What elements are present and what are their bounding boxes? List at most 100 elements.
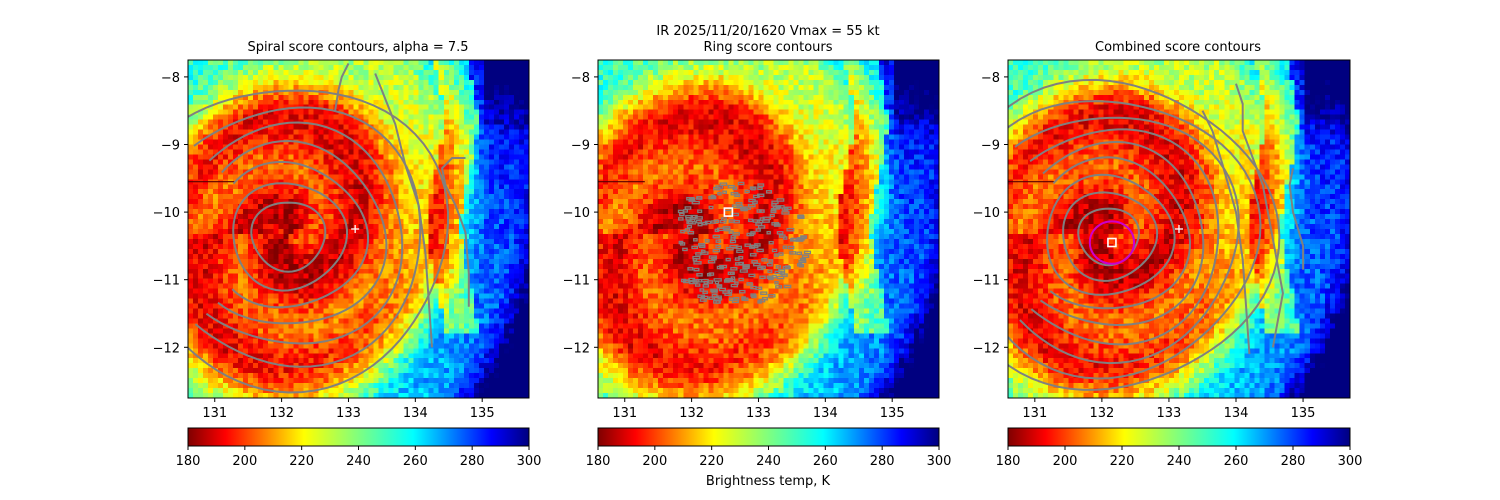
center-square-marker	[1107, 237, 1117, 248]
colorbar-tick-label: 280	[460, 454, 485, 469]
x-tick-label: 135	[470, 406, 495, 421]
y-tick-label: −8	[161, 71, 180, 86]
colorbar-tick-label: 200	[642, 454, 667, 469]
contour-line	[188, 89, 449, 394]
colorbar-tick-label: 260	[813, 454, 838, 469]
contour-band	[1288, 168, 1305, 270]
colorbar-tick-label: 240	[1167, 454, 1192, 469]
colorbar-tick-label: 200	[1053, 454, 1078, 469]
colorbar-tick-label: 220	[699, 454, 724, 469]
y-axis-combined: −8 −9 −10 −11 −12	[973, 71, 1008, 356]
colorbar-tick-label: 180	[176, 454, 201, 469]
contour-line	[1062, 191, 1159, 282]
x-tick-label: 134	[1224, 406, 1249, 421]
colorbar-tick-label: 260	[1224, 454, 1249, 469]
contour-line	[193, 106, 422, 368]
panel-combined: Combined score contours 131 132 133 134 135 …	[973, 40, 1363, 469]
contour-line	[250, 201, 327, 273]
center-plus-marker	[1175, 225, 1183, 233]
heatmap-plot-spiral	[188, 60, 529, 398]
contour-line	[1029, 128, 1220, 346]
x-tick-label: 131	[1022, 406, 1047, 421]
x-tick-label: 131	[202, 406, 227, 421]
contour-line	[231, 160, 369, 309]
y-axis-spiral: −8 −9 −10 −11 −12	[153, 71, 188, 356]
x-tick-label: 135	[1291, 406, 1316, 421]
x-axis-combined: 131 132 133 134 135	[1022, 398, 1315, 421]
colorbar-tick-label: 300	[1338, 454, 1363, 469]
x-tick-label: 132	[679, 406, 704, 421]
panel-title-spiral: Spiral score contours, alpha = 7.5	[247, 40, 468, 55]
colorbar-ticks-spiral: 180 200 220 240 260 280 300	[176, 446, 542, 469]
y-tick-label: −11	[153, 274, 180, 289]
x-tick-label: 132	[1089, 406, 1114, 421]
y-tick-label: −10	[973, 206, 1000, 221]
figure-suptitle: IR 2025/11/20/1620 Vmax = 55 kt	[656, 24, 879, 39]
panel-spiral: Spiral score contours, alpha = 7.5 131 13…	[153, 40, 542, 469]
axes-frame-combined	[1007, 59, 1351, 399]
axes-frame-ring	[597, 59, 940, 399]
contour-line	[1014, 116, 1240, 365]
contour-lines	[1008, 78, 1305, 391]
colorbar-ring	[597, 427, 940, 447]
axes-frame-spiral	[187, 59, 530, 399]
heatmap-cells	[598, 60, 939, 398]
colorbar-tick-label: 280	[1281, 454, 1306, 469]
x-tick-label: 133	[336, 406, 361, 421]
heatmap-plot-combined	[1008, 60, 1350, 398]
colorbar-ticks-ring: 180 200 220 240 260 280 300	[586, 446, 952, 469]
center-plus-marker	[351, 225, 360, 233]
colorbar-ticks-combined: 180 200 220 240 260 280 300	[996, 446, 1363, 469]
panel-title-ring: Ring score contours	[703, 40, 832, 55]
contour-line	[1008, 100, 1262, 380]
contour-band	[441, 157, 470, 307]
x-tick-label: 133	[746, 406, 771, 421]
x-tick-label: 132	[269, 406, 294, 421]
contour-band	[334, 62, 350, 111]
colorbar-tick-label: 240	[346, 454, 371, 469]
y-tick-label: −8	[981, 71, 1000, 86]
y-tick-label: −9	[161, 139, 180, 154]
colorbar-tick-label: 180	[996, 454, 1021, 469]
y-axis-ring: −8 −9 −10 −11 −12	[563, 71, 598, 356]
panel-title-combined: Combined score contours	[1095, 40, 1261, 55]
x-tick-label: 133	[1157, 406, 1182, 421]
contour-line	[217, 139, 388, 325]
contour-line	[205, 121, 404, 345]
x-axis-ring: 131 132 133 134 135	[612, 398, 905, 421]
x-tick-label: 134	[403, 406, 428, 421]
x-tick-label: 131	[612, 406, 637, 421]
colorbar-tick-label: 240	[756, 454, 781, 469]
contour-line	[1039, 140, 1205, 327]
y-tick-label: −11	[563, 274, 590, 289]
y-tick-label: −9	[571, 139, 590, 154]
center-ring	[1088, 220, 1136, 265]
contour-band	[1201, 110, 1251, 355]
colorbar-tick-label: 200	[232, 454, 257, 469]
colorbar-tick-label: 180	[586, 454, 611, 469]
colorbar-tick-label: 220	[289, 454, 314, 469]
colorbar-combined	[1007, 427, 1351, 447]
y-tick-label: −9	[981, 139, 1000, 154]
y-tick-label: −8	[571, 71, 590, 86]
x-axis-spiral: 131 132 133 134 135	[202, 398, 495, 421]
center-square-marker	[723, 207, 734, 217]
y-tick-label: −10	[563, 206, 590, 221]
contour-band	[374, 73, 433, 348]
ring-contour-speckles	[677, 181, 812, 304]
heatmap-plot-ring	[598, 60, 939, 398]
y-tick-label: −11	[973, 274, 1000, 289]
x-tick-label: 134	[813, 406, 838, 421]
colorbar-tick-label: 280	[870, 454, 895, 469]
panel-ring: Ring score contours 131 132 133 134 135 −8 −9…	[563, 40, 952, 489]
y-tick-label: −12	[153, 341, 180, 356]
colorbar-tick-label: 260	[403, 454, 428, 469]
y-tick-label: −12	[563, 341, 590, 356]
colorbar-tick-label: 220	[1110, 454, 1135, 469]
colorbar-tick-label: 300	[517, 454, 542, 469]
contour-lines	[188, 62, 470, 394]
contour-band	[1235, 83, 1284, 348]
contour-line	[1046, 173, 1176, 296]
colorbar-tick-label: 300	[927, 454, 952, 469]
